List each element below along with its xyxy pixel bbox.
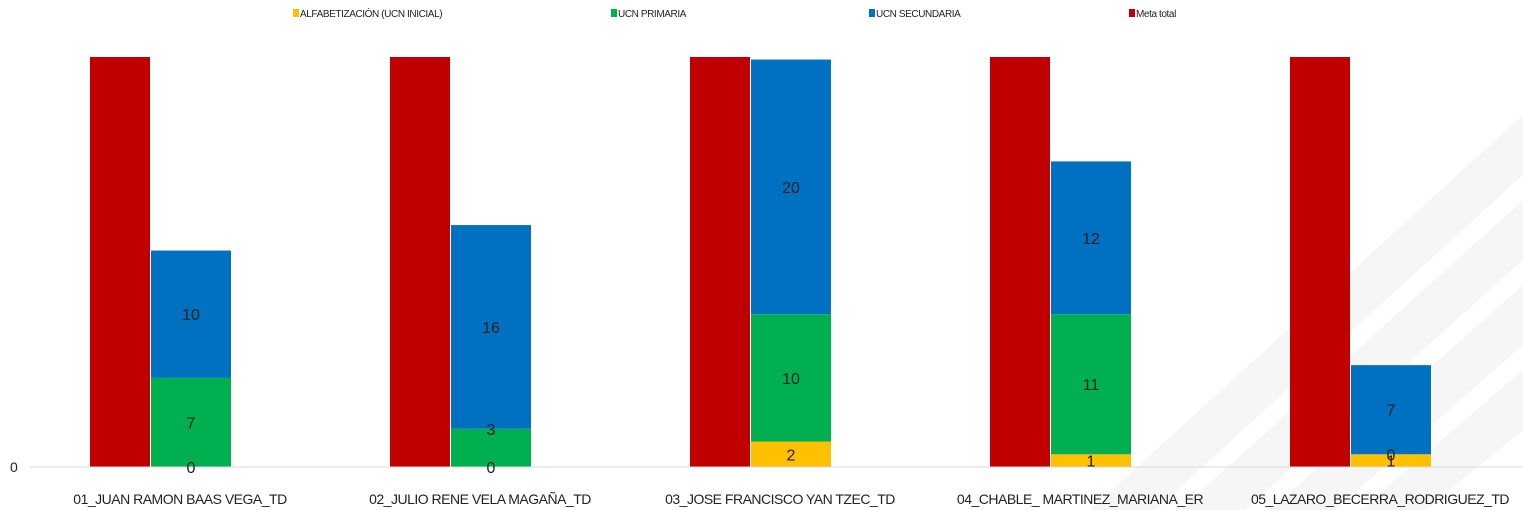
y-tick-label: 0 [10,459,18,475]
bar-ucn-secundaria [451,225,531,429]
data-label-ucn-secundaria: 7 [1387,403,1396,420]
bar-alfabetizacion-ucn-inicial [1351,454,1431,467]
legend-label: UCN PRIMARIA [618,9,687,20]
data-label-alfabetizacion-ucn-inicial: 1 [1387,454,1396,471]
chart-legend: ALFABETIZACIÓN (UCN INICIAL) UCN PRIMARIA… [293,7,1176,20]
legend-label: ALFABETIZACIÓN (UCN INICIAL) [300,7,442,20]
data-label-ucn-primaria: 10 [782,371,800,388]
legend-item-alfabetizacion-ucn-inicial: ALFABETIZACIÓN (UCN INICIAL) [293,7,443,20]
category-label: 02_JULIO RENE VELA MAGAÑA_TD [369,491,591,507]
bar-ucn-primaria [751,314,831,442]
legend-item-ucn-secundaria: UCN SECUNDARIA [869,9,962,20]
data-label-ucn-secundaria: 12 [1082,231,1100,248]
data-label-ucn-primaria: 0 [1387,447,1396,464]
category-label: 05_LAZARO_BECERRA_RODRIGUEZ_TD [1251,491,1509,507]
category-label: 03_JOSE FRANCISCO YAN TZEC_TD [665,491,895,507]
bar-ucn-primaria [451,428,531,467]
legend-item-meta-total: Meta total [1129,9,1176,20]
decorative-watermark-band [1180,200,1523,510]
data-label-alfabetizacion-ucn-inicial: 1 [1087,454,1096,471]
legend-swatch [611,9,617,17]
bar-ucn-primaria [151,377,231,467]
legend-label: UCN SECUNDARIA [876,9,961,20]
data-label-ucn-secundaria: 16 [482,320,500,337]
y-axis: 0 [10,459,18,475]
data-label-ucn-primaria: 7 [187,415,196,432]
bar-ucn-secundaria [151,250,231,378]
bar-meta-total [690,57,750,467]
data-label-ucn-secundaria: 20 [782,180,800,197]
data-label-ucn-primaria: 3 [487,422,496,439]
bar-ucn-primaria [1051,314,1131,455]
data-label-ucn-secundaria: 10 [182,307,200,324]
bar-alfabetizacion-ucn-inicial [1051,454,1131,467]
category-label: 04_CHABLE_ MARTINEZ_MARIANA_ER [957,491,1204,507]
bars-layer [90,57,1431,467]
bar-ucn-secundaria [1051,161,1131,315]
legend-swatch [869,9,875,17]
bar-meta-total [1290,57,1350,467]
bar-alfabetizacion-ucn-inicial [751,441,831,467]
data-label-ucn-primaria: 11 [1083,377,1100,394]
decorative-watermark-band [1360,370,1523,510]
bar-ucn-secundaria [1351,365,1431,455]
legend-label: Meta total [1136,9,1176,20]
data-label-alfabetizacion-ucn-inicial: 0 [187,460,196,477]
legend-swatch [1129,9,1135,17]
bar-meta-total [90,57,150,467]
data-label-alfabetizacion-ucn-inicial: 2 [787,447,796,464]
bar-ucn-secundaria [751,59,831,315]
category-label: 01_JUAN RAMON BAAS VEGA_TD [73,491,287,507]
legend-swatch [293,9,299,17]
legend-item-ucn-primaria: UCN PRIMARIA [611,9,687,20]
bar-meta-total [390,57,450,467]
category-axis: 01_JUAN RAMON BAAS VEGA_TD 02_JULIO RENE … [73,491,1510,507]
bar-meta-total [990,57,1050,467]
data-label-alfabetizacion-ucn-inicial: 0 [487,460,496,477]
